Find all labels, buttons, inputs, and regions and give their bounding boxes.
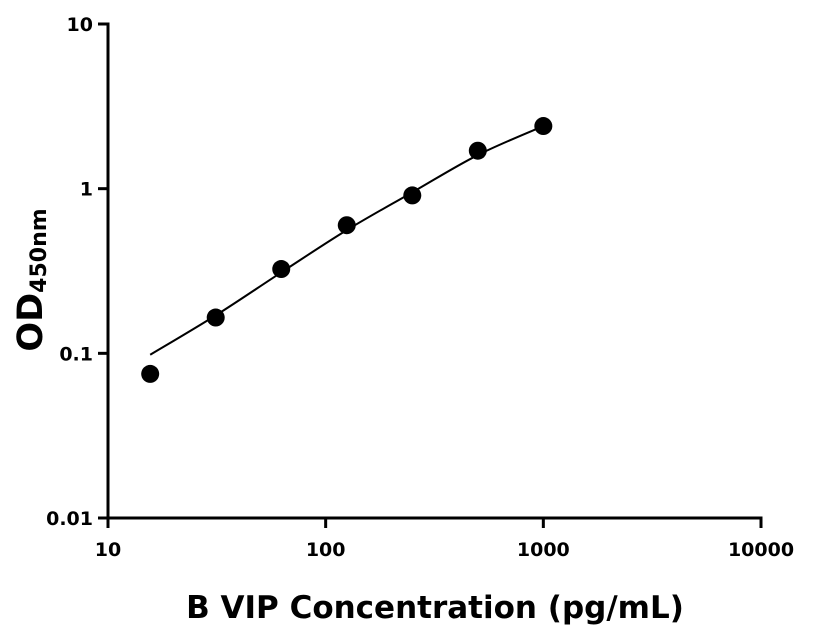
data-point	[403, 186, 422, 205]
data-point	[206, 308, 225, 327]
y-tick-label: 0.01	[46, 508, 93, 530]
x-tick-label: 1000	[517, 539, 570, 561]
data-point	[272, 260, 291, 279]
y-tick-label: 0.1	[59, 343, 93, 365]
y-axis-label: OD450nm	[11, 208, 52, 351]
data-point	[534, 117, 553, 136]
y-axis-label-subscript: 450nm	[27, 208, 52, 293]
x-tick-label: 10	[95, 539, 121, 561]
data-point	[337, 216, 356, 235]
x-tick-label: 10000	[728, 539, 794, 561]
y-tick-label: 1	[80, 179, 93, 201]
x-axis-label: B VIP Concentration (pg/mL)	[186, 590, 684, 626]
y-axis-label-main: OD	[11, 293, 51, 352]
data-point	[141, 364, 160, 383]
y-tick-label: 10	[67, 14, 93, 36]
x-tick-label: 100	[306, 539, 346, 561]
data-point	[468, 141, 487, 160]
